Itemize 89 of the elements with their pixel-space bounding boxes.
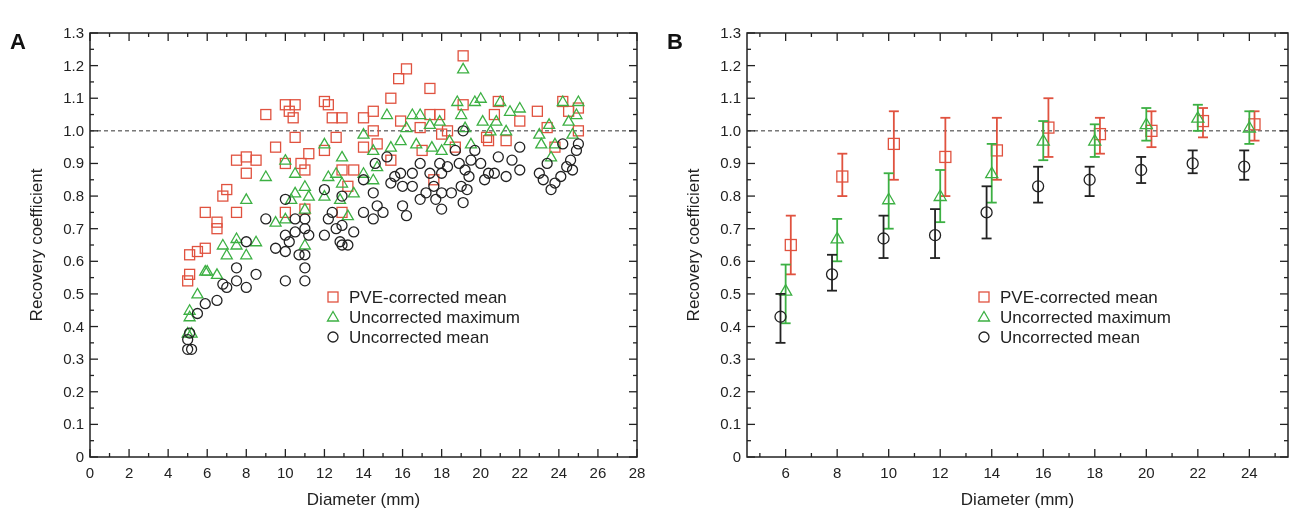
- point: [887, 137, 900, 151]
- y-tick-label: 0.7: [63, 219, 84, 237]
- x-tick-label: 2: [124, 464, 134, 481]
- x-tick-label: 12: [931, 464, 949, 481]
- x-tick-label: 4: [163, 464, 173, 481]
- y-tick-label: 1.0: [63, 121, 84, 139]
- y-tick-label: 0.1: [720, 415, 741, 433]
- x-tick-label: 14: [983, 464, 1001, 481]
- point: [1135, 163, 1148, 177]
- point: [1031, 180, 1045, 193]
- x-tick-label: 20: [472, 464, 490, 481]
- y-tick-label: 0.4: [63, 317, 84, 335]
- point: [830, 231, 844, 244]
- y-tick-label: 1.3: [720, 24, 741, 41]
- legend-label: Uncorrected maximum: [349, 308, 520, 327]
- point: [836, 170, 849, 183]
- y-tick-label: 0.1: [63, 415, 84, 433]
- x-tick-label: 6: [203, 464, 212, 481]
- point: [980, 206, 993, 219]
- x-tick-label: 16: [1034, 464, 1052, 481]
- point: [1083, 173, 1096, 186]
- y-tick-label: 0.5: [63, 284, 84, 302]
- y-tick-label: 0.4: [720, 317, 741, 335]
- point: [1238, 160, 1251, 173]
- x-tick-label: 16: [394, 464, 411, 481]
- point: [877, 232, 890, 245]
- point: [928, 229, 942, 242]
- x-tick-label: 28: [628, 464, 646, 481]
- point: [985, 166, 999, 179]
- x-axis-title: Diameter (mm): [306, 490, 421, 509]
- y-tick-label: 0.3: [63, 350, 84, 368]
- point: [825, 268, 839, 281]
- x-tick-label: 6: [781, 464, 790, 481]
- legend-label: Uncorrected mean: [349, 328, 489, 347]
- y-axis-title: Recovery coefficient: [684, 168, 703, 322]
- y-tick-label: 0: [75, 448, 84, 465]
- y-axis-title: Recovery coefficient: [27, 168, 46, 322]
- x-tick-label: 12: [316, 464, 333, 481]
- x-tick-label: 0: [85, 464, 95, 481]
- point: [778, 283, 793, 296]
- y-tick-label: 1.0: [720, 121, 741, 139]
- y-tick-label: 0: [732, 448, 741, 465]
- y-tick-label: 0.9: [63, 154, 84, 172]
- y-tick-label: 0.6: [720, 252, 741, 270]
- x-tick-label: 10: [277, 464, 294, 481]
- point: [774, 310, 787, 323]
- x-tick-label: 18: [1086, 464, 1104, 481]
- legend-label: Uncorrected mean: [1000, 328, 1140, 347]
- y-tick-label: 0.8: [63, 187, 84, 205]
- y-tick-label: 0.3: [720, 350, 741, 368]
- chart-title: B: [667, 29, 683, 54]
- y-tick-label: 1.3: [63, 24, 84, 41]
- point: [784, 238, 797, 252]
- x-tick-label: 10: [880, 464, 898, 481]
- point: [1242, 120, 1257, 133]
- point: [933, 189, 947, 202]
- x-tick-label: 24: [550, 464, 568, 481]
- point: [881, 192, 896, 205]
- legend-label: PVE-corrected mean: [1000, 288, 1158, 307]
- y-tick-label: 0.5: [720, 284, 741, 302]
- point: [1191, 111, 1205, 123]
- x-tick-label: 8: [242, 464, 251, 481]
- x-tick-label: 14: [355, 464, 372, 481]
- x-tick-label: 24: [1241, 464, 1258, 481]
- x-tick-label: 18: [433, 464, 450, 481]
- y-tick-label: 1.2: [720, 56, 741, 74]
- point: [1036, 133, 1050, 146]
- y-tick-label: 0.6: [63, 252, 84, 270]
- y-tick-label: 0.8: [720, 187, 741, 205]
- y-tick-label: 1.1: [63, 89, 84, 107]
- y-tick-label: 0.7: [720, 219, 741, 237]
- y-tick-label: 1.1: [720, 89, 741, 107]
- x-tick-label: 26: [589, 464, 607, 481]
- point: [1088, 133, 1102, 146]
- x-tick-label: 8: [832, 464, 842, 481]
- chart-title: A: [10, 29, 26, 54]
- y-tick-label: 0.9: [720, 154, 741, 172]
- y-tick-label: 1.2: [63, 56, 84, 74]
- y-tick-label: 0.2: [63, 382, 84, 400]
- x-axis-title: Diameter (mm): [960, 490, 1075, 509]
- legend-label: PVE-corrected mean: [349, 288, 507, 307]
- point: [1186, 157, 1199, 170]
- legend-label: Uncorrected maximum: [1000, 308, 1171, 327]
- y-tick-label: 0.2: [720, 382, 741, 400]
- point: [1139, 117, 1154, 130]
- x-tick-label: 22: [511, 464, 529, 481]
- x-tick-label: 22: [1189, 464, 1207, 481]
- x-tick-label: 20: [1137, 464, 1155, 481]
- point: [939, 150, 952, 164]
